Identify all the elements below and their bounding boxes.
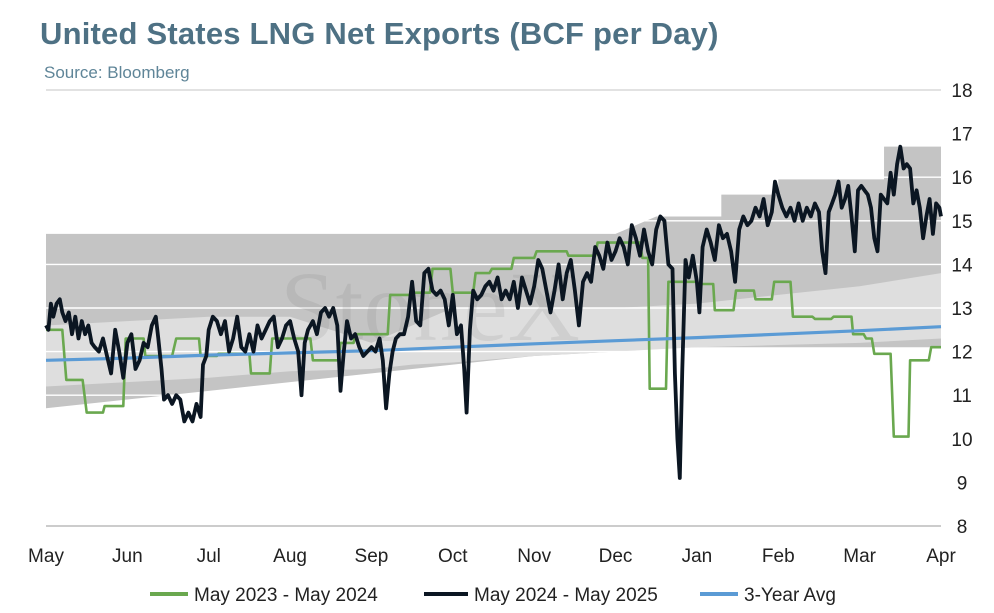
x-tick-label: Apr xyxy=(926,546,956,567)
legend: May 2023 - May 2024 May 2024 - May 2025 3-… xyxy=(150,585,836,606)
y-tick-label: 8 xyxy=(957,517,968,538)
legend-label: May 2024 - May 2025 xyxy=(474,585,658,606)
legend-label: May 2023 - May 2024 xyxy=(194,585,378,606)
legend-label: 3-Year Avg xyxy=(744,585,836,606)
x-tick-label: Nov xyxy=(517,546,551,567)
y-tick-label: 10 xyxy=(951,430,972,451)
y-tick-label: 14 xyxy=(951,255,973,276)
x-tick-label: May xyxy=(28,546,64,567)
chart-source: Source: Bloomberg xyxy=(44,63,190,82)
series-line-2024-2025 xyxy=(44,144,943,480)
x-tick-label: Oct xyxy=(438,546,468,567)
x-tick-label: Mar xyxy=(843,546,876,567)
x-tick-label: Jul xyxy=(197,546,221,567)
x-tick-label: Jan xyxy=(682,546,713,567)
x-axis-ticks: May Jun Jul Aug Sep Oct Nov Dec Jan Feb Mar Apr xyxy=(28,546,956,567)
y-tick-label: 15 xyxy=(951,212,972,233)
x-tick-label: Dec xyxy=(599,546,633,567)
y-tick-label: 9 xyxy=(957,473,968,494)
x-tick-label: Jun xyxy=(112,546,143,567)
y-tick-label: 11 xyxy=(952,386,972,407)
series-lines xyxy=(44,144,943,480)
y-tick-label: 13 xyxy=(951,299,972,320)
y-tick-label: 16 xyxy=(951,168,972,189)
series-line-3-year-avg xyxy=(45,325,942,362)
chart-title: United States LNG Net Exports (BCF per D… xyxy=(40,16,719,51)
y-tick-label: 12 xyxy=(951,343,972,364)
y-axis-ticks: 8 9 10 11 12 13 14 15 16 17 18 xyxy=(951,81,973,538)
x-tick-label: Aug xyxy=(273,546,307,567)
x-tick-label: Sep xyxy=(355,546,389,567)
x-tick-label: Feb xyxy=(762,546,795,567)
gridlines xyxy=(46,89,941,527)
y-tick-label: 18 xyxy=(951,81,972,102)
y-tick-label: 17 xyxy=(951,125,972,146)
